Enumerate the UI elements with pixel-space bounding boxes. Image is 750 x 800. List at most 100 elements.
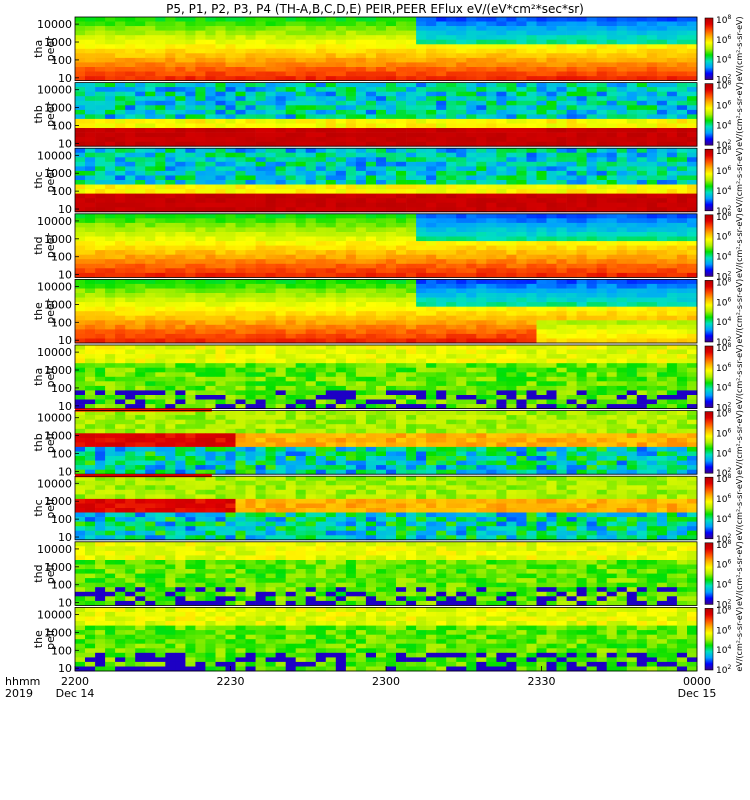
heatmap-cell xyxy=(325,302,337,307)
heatmap-cell xyxy=(626,333,638,339)
heatmap-cell xyxy=(526,367,537,373)
heatmap-cell xyxy=(526,222,537,228)
heatmap-cell xyxy=(175,279,186,285)
heatmap-cell xyxy=(506,367,517,373)
heatmap-cell xyxy=(245,91,256,97)
heatmap-cell xyxy=(436,320,447,326)
heatmap-cell xyxy=(185,254,196,260)
heatmap-cell xyxy=(105,236,116,242)
heatmap-cell xyxy=(215,311,226,317)
heatmap-cell xyxy=(536,349,547,355)
heatmap-cell xyxy=(506,227,517,233)
heatmap-cell xyxy=(165,67,176,72)
heatmap-cell xyxy=(526,193,537,199)
heatmap-cell xyxy=(536,202,547,208)
heatmap-cell xyxy=(636,161,648,167)
colorbar-tick-label: 108 xyxy=(716,145,731,157)
heatmap-cell xyxy=(145,48,156,54)
heatmap-cell xyxy=(85,76,96,81)
heatmap-cell xyxy=(265,67,276,72)
heatmap-cell xyxy=(646,170,658,176)
heatmap-cell xyxy=(105,363,116,369)
heatmap-cell xyxy=(486,105,497,111)
heatmap-cell xyxy=(687,302,698,307)
heatmap-cell xyxy=(205,306,216,312)
heatmap-cell xyxy=(466,26,477,31)
heatmap-cell xyxy=(345,222,357,228)
heatmap-cell xyxy=(596,363,608,369)
heatmap-cell xyxy=(195,363,206,369)
heatmap-cell xyxy=(526,128,537,133)
heatmap-cell xyxy=(426,128,437,133)
heatmap-cell xyxy=(656,118,668,124)
heatmap-cell xyxy=(355,381,367,387)
heatmap-cell xyxy=(586,213,597,219)
heatmap-cell xyxy=(305,198,317,204)
heatmap-cell xyxy=(376,259,387,265)
heatmap-cell xyxy=(506,250,517,255)
heatmap-cell xyxy=(285,259,297,265)
heatmap-cell xyxy=(376,367,387,373)
heatmap-cell xyxy=(596,198,608,204)
heatmap-cell xyxy=(255,53,266,59)
heatmap-cell xyxy=(315,297,327,303)
heatmap-cell xyxy=(235,175,246,181)
heatmap-cell xyxy=(616,222,628,228)
heatmap-cell xyxy=(185,152,196,158)
heatmap-cell xyxy=(426,35,437,41)
heatmap-cell xyxy=(345,57,357,63)
heatmap-cell xyxy=(476,141,487,147)
heatmap-cell xyxy=(195,254,206,260)
heatmap-cell xyxy=(546,272,557,278)
heatmap-cell xyxy=(275,157,286,163)
heatmap-cell xyxy=(456,152,467,158)
heatmap-cell xyxy=(446,62,457,68)
heatmap-cell xyxy=(215,118,226,124)
heatmap-cell xyxy=(426,30,437,36)
heatmap-cell xyxy=(195,148,206,154)
heatmap-cell xyxy=(345,306,357,312)
heatmap-cell xyxy=(255,207,266,213)
heatmap-cell xyxy=(566,320,577,326)
heatmap-cell xyxy=(646,166,658,172)
heatmap-cell xyxy=(586,381,597,387)
heatmap-cell xyxy=(325,180,337,185)
heatmap-cell xyxy=(486,170,497,176)
heatmap-cell xyxy=(165,62,176,68)
heatmap-cell xyxy=(75,71,86,77)
heatmap-cell xyxy=(185,236,196,242)
heatmap-cell xyxy=(626,105,638,111)
heatmap-cell xyxy=(145,202,156,208)
heatmap-cell xyxy=(506,21,517,27)
heatmap-cell xyxy=(486,227,497,233)
heatmap-cell xyxy=(365,175,377,181)
heatmap-cell xyxy=(376,202,387,208)
heatmap-cell xyxy=(295,87,307,92)
heatmap-cell xyxy=(456,324,467,330)
heatmap-cell xyxy=(225,293,236,298)
heatmap-cell xyxy=(416,376,427,382)
heatmap-cell xyxy=(95,259,106,265)
heatmap-cell xyxy=(95,189,106,194)
heatmap-cell xyxy=(165,358,176,364)
heatmap-cell xyxy=(446,272,457,278)
heatmap-cell xyxy=(386,324,397,330)
heatmap-cell xyxy=(687,152,698,158)
heatmap-cell xyxy=(75,132,86,138)
heatmap-cell xyxy=(456,141,467,147)
heatmap-cell xyxy=(225,35,236,41)
heatmap-cell xyxy=(305,367,317,373)
heatmap-cell xyxy=(235,87,246,92)
heatmap-cell xyxy=(305,175,317,181)
heatmap-cell xyxy=(95,283,106,289)
heatmap-cell xyxy=(566,128,577,133)
heatmap-cell xyxy=(75,297,86,303)
heatmap-cell xyxy=(556,202,567,208)
heatmap-cell xyxy=(626,175,638,181)
heatmap-cell xyxy=(546,57,557,63)
heatmap-cell xyxy=(235,283,246,289)
heatmap-cell xyxy=(406,381,417,387)
heatmap-cell xyxy=(646,202,658,208)
heatmap-cell xyxy=(115,218,126,224)
heatmap-cell xyxy=(215,250,226,255)
